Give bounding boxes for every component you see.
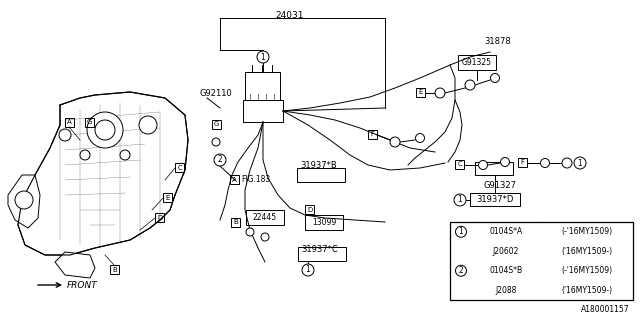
Text: E: E (419, 90, 422, 95)
Text: C: C (177, 164, 182, 171)
Text: 1: 1 (459, 227, 463, 236)
Text: 31937*D: 31937*D (476, 196, 514, 204)
Text: E: E (165, 195, 170, 201)
Circle shape (465, 80, 475, 90)
Text: A180001157: A180001157 (581, 305, 630, 314)
Polygon shape (18, 92, 188, 255)
Bar (470, 193, 520, 206)
Bar (230, 175, 239, 184)
Circle shape (139, 116, 157, 134)
Text: 31878: 31878 (484, 37, 511, 46)
Text: G: G (87, 119, 92, 125)
Text: D: D (307, 206, 312, 212)
Bar (455, 160, 464, 169)
Text: 1: 1 (260, 52, 266, 61)
Circle shape (87, 112, 123, 148)
Bar (246, 210, 284, 225)
Bar (305, 205, 314, 214)
Polygon shape (8, 175, 40, 228)
Bar (231, 218, 240, 227)
Circle shape (120, 150, 130, 160)
Circle shape (390, 137, 400, 147)
Bar (163, 193, 172, 202)
Bar (416, 88, 425, 97)
Text: B: B (112, 267, 117, 273)
Text: 13099: 13099 (312, 218, 336, 227)
Circle shape (456, 226, 467, 237)
Bar (305, 215, 343, 230)
Bar (212, 120, 221, 129)
Text: (-'16MY1509): (-'16MY1509) (561, 266, 612, 275)
Text: 24031: 24031 (276, 11, 304, 20)
Circle shape (415, 133, 424, 142)
Circle shape (500, 157, 509, 166)
Circle shape (214, 154, 226, 166)
Circle shape (562, 158, 572, 168)
Circle shape (246, 228, 254, 236)
Circle shape (261, 233, 269, 241)
Circle shape (80, 150, 90, 160)
Circle shape (435, 88, 445, 98)
Circle shape (454, 194, 466, 206)
Text: 1: 1 (458, 196, 462, 204)
Text: 1: 1 (578, 158, 582, 167)
Bar (458, 55, 496, 70)
Bar (85, 118, 94, 127)
Text: G91325: G91325 (462, 58, 492, 67)
Bar (245, 72, 280, 100)
Text: 2: 2 (218, 156, 222, 164)
Text: B: B (233, 220, 238, 226)
Text: D: D (157, 214, 162, 220)
Text: 0104S*A: 0104S*A (490, 227, 523, 236)
Text: 31937*C: 31937*C (301, 245, 339, 254)
Text: 0104S*B: 0104S*B (490, 266, 523, 275)
Circle shape (456, 265, 467, 276)
Text: 2: 2 (459, 266, 463, 275)
Text: FIG.183: FIG.183 (241, 175, 270, 185)
Circle shape (15, 191, 33, 209)
Text: F: F (520, 159, 525, 165)
Bar (155, 213, 164, 222)
Bar (450, 222, 633, 300)
Circle shape (490, 74, 499, 83)
Circle shape (541, 158, 550, 167)
Text: ('16MY1509-): ('16MY1509-) (561, 286, 612, 295)
Text: F: F (371, 132, 374, 138)
Text: (-'16MY1509): (-'16MY1509) (561, 227, 612, 236)
Circle shape (574, 157, 586, 169)
Text: 31937*B: 31937*B (300, 161, 337, 170)
Polygon shape (55, 252, 95, 278)
Text: J20602: J20602 (493, 247, 519, 256)
Text: A: A (232, 177, 237, 182)
Circle shape (212, 138, 220, 146)
Bar (368, 130, 377, 139)
Text: FRONT: FRONT (67, 281, 98, 290)
Bar (475, 162, 513, 175)
Text: G91327: G91327 (483, 180, 516, 189)
Text: G: G (214, 122, 219, 127)
Text: ('16MY1509-): ('16MY1509-) (561, 247, 612, 256)
Text: 22445: 22445 (253, 213, 277, 222)
Text: 1: 1 (306, 266, 310, 275)
Circle shape (302, 264, 314, 276)
Circle shape (59, 129, 71, 141)
Bar (298, 247, 346, 261)
Text: C: C (457, 162, 462, 167)
Bar (110, 265, 119, 274)
Text: G92110: G92110 (200, 89, 233, 98)
Text: J2088: J2088 (495, 286, 516, 295)
Bar (175, 163, 184, 172)
Bar (65, 118, 74, 127)
Bar (297, 168, 345, 182)
Bar (518, 158, 527, 167)
Bar (243, 100, 283, 122)
Text: A: A (67, 119, 72, 125)
Circle shape (257, 51, 269, 63)
Circle shape (95, 120, 115, 140)
Circle shape (479, 161, 488, 170)
